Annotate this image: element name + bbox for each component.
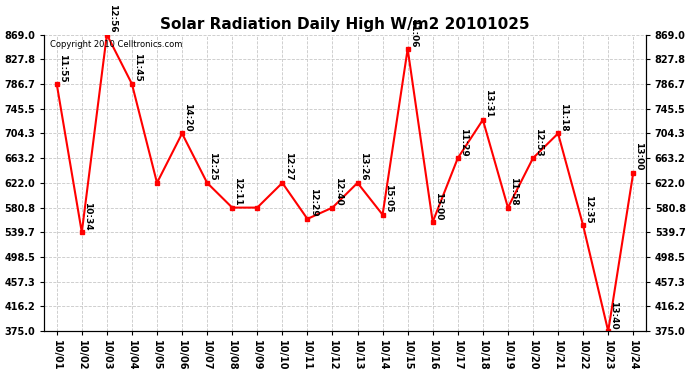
Text: 10:34: 10:34 — [83, 202, 92, 231]
Text: 11:29: 11:29 — [459, 128, 468, 156]
Text: 12:35: 12:35 — [584, 195, 593, 224]
Text: 12:25: 12:25 — [208, 152, 217, 181]
Text: 13:00: 13:00 — [434, 192, 443, 220]
Text: 11:55: 11:55 — [58, 54, 67, 82]
Text: 14:20: 14:20 — [184, 103, 193, 132]
Text: 12:53: 12:53 — [534, 128, 543, 156]
Text: 12:11: 12:11 — [233, 177, 242, 206]
Text: 12:27: 12:27 — [284, 152, 293, 181]
Text: 13:31: 13:31 — [484, 89, 493, 118]
Text: 12:40: 12:40 — [334, 177, 343, 206]
Text: 12:56: 12:56 — [108, 4, 117, 33]
Text: 13:40: 13:40 — [609, 301, 618, 329]
Text: 12:29: 12:29 — [308, 188, 317, 217]
Title: Solar Radiation Daily High W/m2 20101025: Solar Radiation Daily High W/m2 20101025 — [160, 17, 530, 32]
Text: 11:06: 11:06 — [409, 19, 418, 47]
Text: 13:00: 13:00 — [635, 142, 644, 171]
Text: 11:45: 11:45 — [133, 53, 142, 82]
Text: 13:26: 13:26 — [359, 152, 368, 181]
Text: Copyright 2010 Celltronics.com: Copyright 2010 Celltronics.com — [50, 40, 183, 50]
Text: 11:58: 11:58 — [509, 177, 518, 206]
Text: 11:18: 11:18 — [560, 103, 569, 132]
Text: 15:05: 15:05 — [384, 184, 393, 213]
